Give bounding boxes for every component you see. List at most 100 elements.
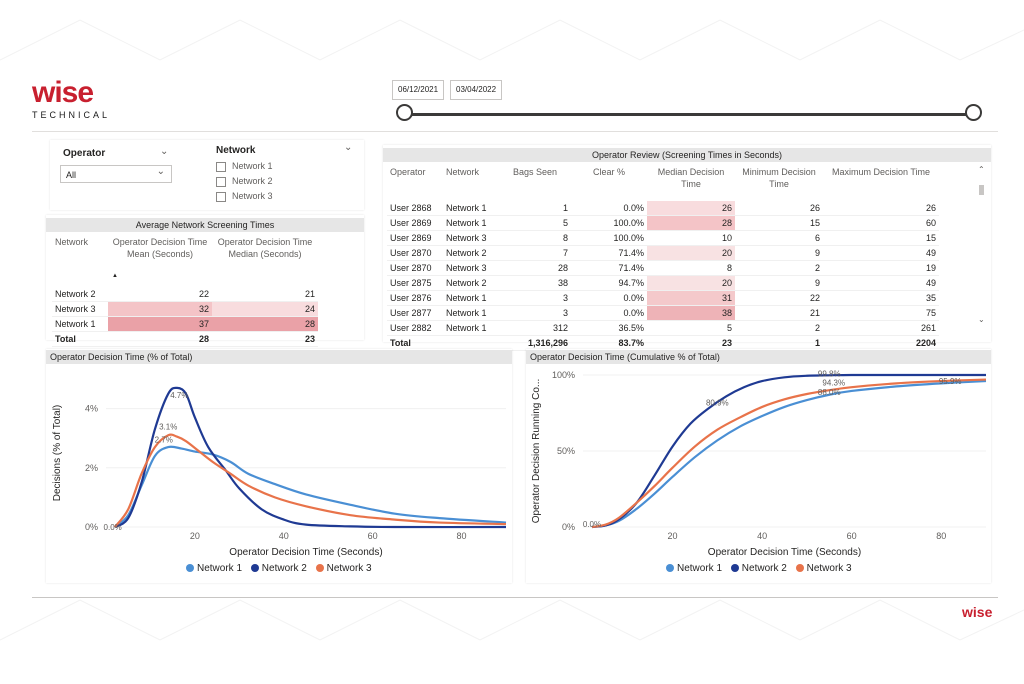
scroll-down-icon[interactable]: ⌄ <box>978 315 985 324</box>
operator-dropdown-value: All <box>66 170 77 180</box>
series-line-network-3 <box>591 378 987 529</box>
table-row[interactable]: User 2876 Network 1 3 0.0% 31 22 35 <box>387 290 939 306</box>
table-cell: 22 <box>735 290 823 306</box>
date-slider-end-handle[interactable] <box>965 104 982 121</box>
col-bags-seen[interactable]: Bags Seen <box>512 167 558 177</box>
network-3-checkbox[interactable] <box>216 192 226 202</box>
table-cell: 26 <box>647 201 735 216</box>
col-clear-pct[interactable]: Clear % <box>592 167 625 177</box>
table-row[interactable]: Network 2 22 21 <box>52 287 318 302</box>
network-1-option[interactable]: Network 1 <box>232 161 273 171</box>
operator-review-panel: Operator Review (Screening Times in Seco… <box>383 145 991 351</box>
series-line-network-3 <box>114 433 507 528</box>
chart2-title: Operator Decision Time (Cumulative % of … <box>526 350 991 364</box>
table-cell: Network 1 <box>443 215 499 231</box>
legend-dot <box>250 564 259 572</box>
table-cell: 100.0% <box>571 230 647 246</box>
footer-divider <box>32 597 998 598</box>
table-row[interactable]: Network 1 37 28 <box>52 316 318 332</box>
avg-screening-table: Network Operator Decision Time Mean (Sec… <box>52 235 318 347</box>
legend-network-2[interactable]: Network 2 <box>730 563 787 574</box>
cell-mean: 22 <box>108 287 212 302</box>
legend-label: Network 1 <box>677 563 723 574</box>
operator-review-table: Operator Network Bags Seen Clear % Media… <box>387 165 939 351</box>
y-axis-title: Decisions (% of Total) <box>52 405 63 502</box>
operator-dropdown[interactable]: All ⌄ <box>60 165 172 183</box>
operator-slicer-chevron-icon[interactable]: ⌄ <box>160 146 169 157</box>
end-date-input[interactable]: 03/04/2022 <box>450 80 503 100</box>
legend-network-2[interactable]: Network 2 <box>250 563 307 574</box>
network-2-checkbox[interactable] <box>216 177 226 187</box>
table-cell: 3 <box>499 290 571 306</box>
data-label: 0.0% <box>583 520 601 529</box>
y-tick-label: 2% <box>85 463 98 473</box>
table-row[interactable]: User 2870 Network 3 28 71.4% 8 2 19 <box>387 260 939 276</box>
table-row[interactable]: User 2868 Network 1 1 0.0% 26 26 26 <box>387 201 939 216</box>
cell-median: 24 <box>212 301 318 317</box>
data-label: 0.0% <box>104 523 122 532</box>
series-line-network-2 <box>114 386 507 529</box>
avg-screening-panel: Average Network Screening Times Network … <box>46 215 364 347</box>
col-mean[interactable]: Operator Decision Time Mean (Seconds) <box>112 237 208 259</box>
x-tick-label: 20 <box>668 531 678 541</box>
date-slider-start-handle[interactable] <box>396 104 413 121</box>
table-cell: 6 <box>735 230 823 246</box>
col-median-time[interactable]: Median Decision Time <box>657 167 725 189</box>
sort-ascending-icon[interactable]: ▲ <box>112 273 118 279</box>
col-network[interactable]: Network <box>55 237 89 247</box>
table-cell: 100.0% <box>571 215 647 231</box>
table-cell: 0.0% <box>571 305 647 321</box>
table-cell: 49 <box>823 275 939 291</box>
x-tick-label: 80 <box>457 531 467 541</box>
col-min-time[interactable]: Minimum Decision Time <box>742 167 816 189</box>
decision-time-cumulative-chart[interactable]: 0% 50% 100% 20 40 60 80 Operator Decision Time … <box>526 365 991 565</box>
table-row[interactable]: User 2875 Network 2 38 94.7% 20 9 49 <box>387 275 939 291</box>
table-scrollbar[interactable] <box>979 185 984 195</box>
legend-dot <box>730 564 739 572</box>
date-slider-track[interactable] <box>404 113 974 116</box>
y-tick-label: 0% <box>85 522 98 532</box>
x-tick-label: 60 <box>368 531 378 541</box>
table-row[interactable]: User 2869 Network 3 8 100.0% 10 6 15 <box>387 230 939 246</box>
scroll-up-icon[interactable]: ⌃ <box>978 165 985 174</box>
table-row[interactable]: Network 3 32 24 <box>52 301 318 317</box>
table-cell: 71.4% <box>571 260 647 276</box>
table-cell: Network 1 <box>443 290 499 306</box>
network-slicer-chevron-icon[interactable]: ⌄ <box>344 142 353 153</box>
table-cell: User 2877 <box>387 305 443 321</box>
data-label: 88.0% <box>818 388 841 397</box>
legend-network-3[interactable]: Network 3 <box>795 563 852 574</box>
table-row[interactable]: User 2877 Network 1 3 0.0% 38 21 75 <box>387 305 939 321</box>
x-tick-label: 40 <box>757 531 767 541</box>
table-cell: User 2875 <box>387 275 443 291</box>
x-tick-label: 80 <box>936 531 946 541</box>
table-cell: User 2870 <box>387 260 443 276</box>
table-row[interactable]: User 2870 Network 2 7 71.4% 20 9 49 <box>387 245 939 261</box>
decision-time-pct-chart[interactable]: 0% 2% 4% 20 40 60 80 Operator Decision Time (Se… <box>46 365 512 565</box>
table-cell: 0.0% <box>571 201 647 216</box>
table-cell: 31 <box>647 290 735 306</box>
legend-network-1[interactable]: Network 1 <box>666 563 722 574</box>
table-row[interactable]: User 2882 Network 1 312 36.5% 5 2 261 <box>387 320 939 336</box>
col-network[interactable]: Network <box>446 167 480 177</box>
network-2-option[interactable]: Network 2 <box>232 176 273 186</box>
table-cell: 75 <box>823 305 939 321</box>
table-cell: 26 <box>823 201 939 216</box>
legend-network-1[interactable]: Network 1 <box>186 563 242 574</box>
table-cell: Network 2 <box>443 245 499 261</box>
col-operator[interactable]: Operator <box>390 167 426 177</box>
network-1-checkbox[interactable] <box>216 162 226 172</box>
table-row[interactable]: User 2869 Network 1 5 100.0% 28 15 60 <box>387 215 939 231</box>
table-cell: 71.4% <box>571 245 647 261</box>
decision-time-cumulative-panel: Operator Decision Time (Cumulative % of … <box>526 349 991 583</box>
x-axis-title: Operator Decision Time (Seconds) <box>708 547 861 558</box>
table-cell: 28 <box>499 260 571 276</box>
network-3-option[interactable]: Network 3 <box>232 191 273 201</box>
legend-network-3[interactable]: Network 3 <box>315 563 372 574</box>
col-max-time[interactable]: Maximum Decision Time <box>831 167 931 177</box>
start-date-input[interactable]: 06/12/2021 <box>392 80 445 100</box>
col-median[interactable]: Operator Decision Time Median (Seconds) <box>217 237 313 259</box>
brand-logo: wise TECHNICAL <box>32 78 122 128</box>
data-label: 3.1% <box>159 422 177 431</box>
legend-label: Network 2 <box>741 563 787 574</box>
